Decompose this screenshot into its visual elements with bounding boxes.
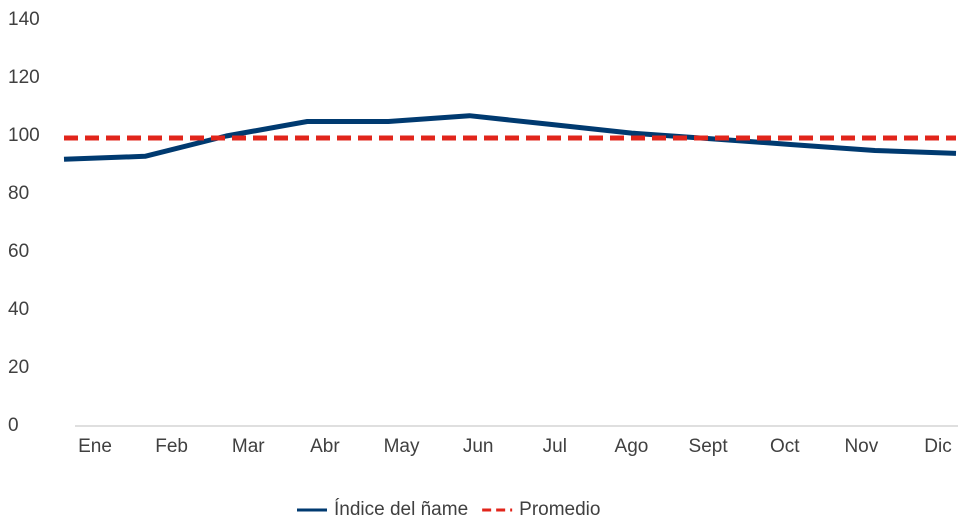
x-tick-label: Ene (78, 436, 112, 457)
x-tick-label: Jun (463, 436, 494, 457)
x-tick-label: May (384, 436, 420, 457)
x-tick-label: Oct (770, 436, 800, 457)
legend-label: Índice del ñame (334, 499, 468, 520)
x-tick-label: Mar (232, 436, 265, 457)
x-tick-label: Feb (155, 436, 188, 457)
y-tick-label: 140 (8, 9, 40, 30)
y-tick-label: 0 (8, 415, 19, 436)
y-tick-label: 40 (8, 299, 29, 320)
y-tick-label: 100 (8, 125, 40, 146)
y-tick-label: 20 (8, 357, 29, 378)
y-tick-label: 80 (8, 183, 29, 204)
legend-label: Promedio (519, 499, 600, 520)
x-tick-label: Jul (543, 436, 567, 457)
y-tick-label: 120 (8, 67, 40, 88)
x-tick-label: Dic (924, 436, 951, 457)
x-tick-label: Abr (310, 436, 340, 457)
x-tick-label: Ago (615, 436, 649, 457)
x-tick-label: Sept (689, 436, 729, 457)
y-tick-label: 60 (8, 241, 29, 262)
x-tick-label: Nov (844, 436, 878, 457)
